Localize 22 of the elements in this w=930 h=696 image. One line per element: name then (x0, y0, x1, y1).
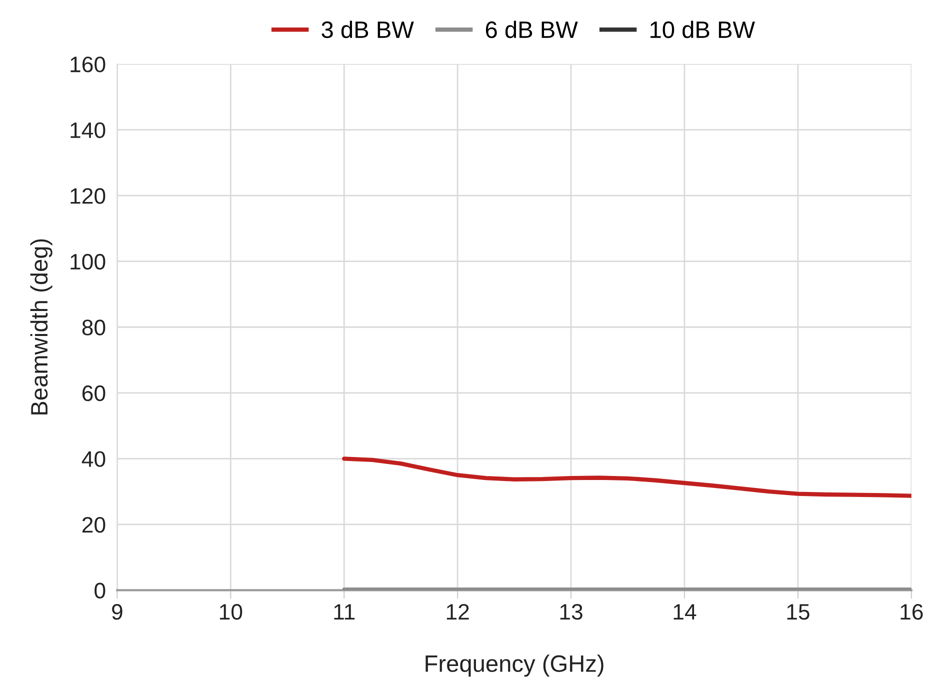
x-axis-title: Frequency (GHz) (426, 654, 604, 677)
y-tick-label: 140 (70, 122, 106, 138)
x-tick-label: 14 (674, 604, 696, 620)
y-tick-label: 80 (82, 320, 106, 336)
x-tick-label: 12 (446, 604, 469, 620)
x-tick-label: 15 (787, 604, 810, 620)
x-tick-label: 9 (112, 604, 122, 620)
y-tick-label: 20 (82, 516, 106, 533)
legend-label: 10 dB BW (650, 20, 755, 38)
y-axis-title: Beamwidth (deg) (30, 239, 52, 414)
x-tick-label: 16 (900, 604, 923, 620)
legend-label: 6 dB BW (486, 20, 578, 38)
x-tick-label: 11 (334, 604, 355, 620)
legend-label: 3 dB BW (322, 20, 414, 38)
y-tick-label: 40 (82, 451, 106, 467)
x-tick-label: 13 (560, 604, 582, 620)
y-tick-label: 120 (70, 188, 106, 204)
x-tick-label: 10 (220, 604, 242, 620)
y-tick-label: 60 (82, 385, 106, 402)
y-tick-label: 160 (70, 56, 106, 72)
y-tick-label: 0 (94, 582, 106, 598)
y-tick-label: 100 (70, 254, 106, 270)
